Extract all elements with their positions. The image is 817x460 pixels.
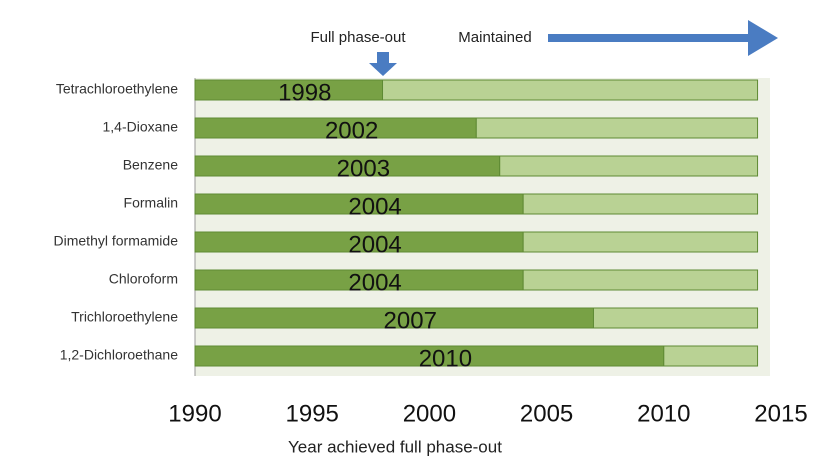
category-label: 1,2-Dichloroethane [60,347,179,363]
annotation: Maintained [458,29,531,46]
arrow-down [369,52,397,76]
value-label: 2004 [348,269,401,296]
bar-segment [522,193,759,215]
value-label: 2004 [348,231,401,258]
bar-segment [522,269,759,291]
x-tick-label: 2010 [637,400,690,427]
category-label: Chloroform [109,271,178,287]
bar-segment [499,155,759,177]
category-label: 1,4-Dioxane [103,119,179,135]
category-label: Trichloroethylene [71,309,178,325]
annotation: Full phase-out [310,29,406,46]
x-tick-label: 1990 [168,400,221,427]
bar-segment [382,79,759,101]
category-label: Dimethyl formamide [54,233,179,249]
arrow-right [548,20,778,56]
category-label: Benzene [123,157,178,173]
category-label: Tetrachloroethylene [56,81,178,97]
category-label: Formalin [124,195,178,211]
value-label: 1998 [278,79,331,106]
x-tick-label: 2015 [754,400,807,427]
value-label: 2007 [384,307,437,334]
x-axis-label: Year achieved full phase-out [288,437,502,456]
bar-segment [592,307,759,329]
bar-segment [475,117,759,139]
value-label: 2004 [348,193,401,220]
value-label: 2010 [419,345,472,372]
x-tick-label: 2005 [520,400,573,427]
bar-segment [663,345,759,367]
x-tick-label: 1995 [286,400,339,427]
value-label: 2002 [325,117,378,144]
value-label: 2003 [337,155,390,182]
bar-segment [522,231,759,253]
x-tick-label: 2000 [403,400,456,427]
